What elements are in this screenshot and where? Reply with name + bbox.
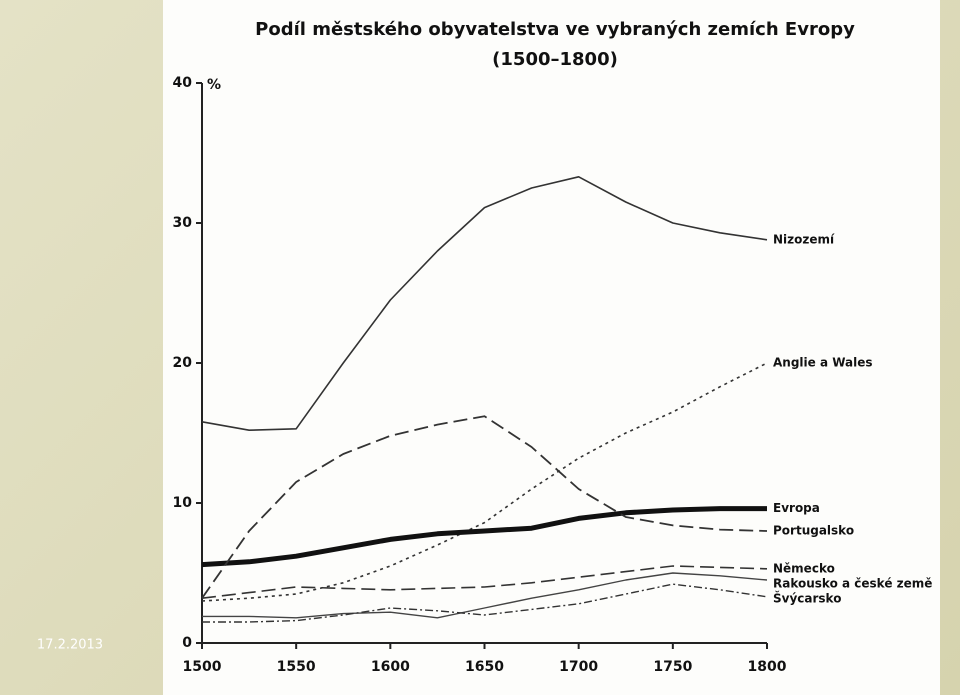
series-line — [202, 583, 768, 623]
series-line — [201, 362, 768, 602]
y-tick-label: 30 — [173, 215, 193, 231]
series-line — [202, 572, 768, 619]
chart-image — [163, 0, 940, 695]
legend-label: Anglie a Wales — [773, 356, 873, 370]
series-line — [201, 506, 767, 568]
x-tick-label: 1750 — [653, 659, 692, 675]
legend-label: Rakousko a české země — [773, 576, 932, 590]
y-tick-label: 20 — [173, 355, 193, 371]
legend-label: Německo — [773, 561, 835, 575]
y-tick-label: 40 — [173, 75, 193, 91]
legend-label: Portugalsko — [773, 524, 854, 538]
x-tick-label: 1550 — [277, 659, 316, 675]
series-line — [201, 176, 768, 431]
series-line — [201, 415, 768, 599]
legend-label: Evropa — [773, 501, 820, 515]
legend-label: Švýcarsko — [773, 590, 841, 605]
footer-date: 17.2.2013 — [37, 638, 103, 653]
y-tick-label: 10 — [173, 495, 193, 511]
y-axis-label: % — [207, 77, 221, 93]
legend-label: Nizozemí — [773, 232, 835, 246]
x-tick-label: 1600 — [371, 659, 410, 675]
y-tick-label: 0 — [182, 635, 192, 651]
series-line — [201, 565, 768, 599]
x-tick-label: 1500 — [183, 659, 222, 675]
chart-subtitle: (1500–1800) — [492, 49, 618, 70]
chart-title: Podíl městského obyvatelstva ve vybranýc… — [255, 19, 855, 40]
x-tick-label: 1650 — [465, 659, 504, 675]
x-tick-label: 1800 — [748, 659, 787, 675]
x-tick-label: 1700 — [559, 659, 598, 675]
